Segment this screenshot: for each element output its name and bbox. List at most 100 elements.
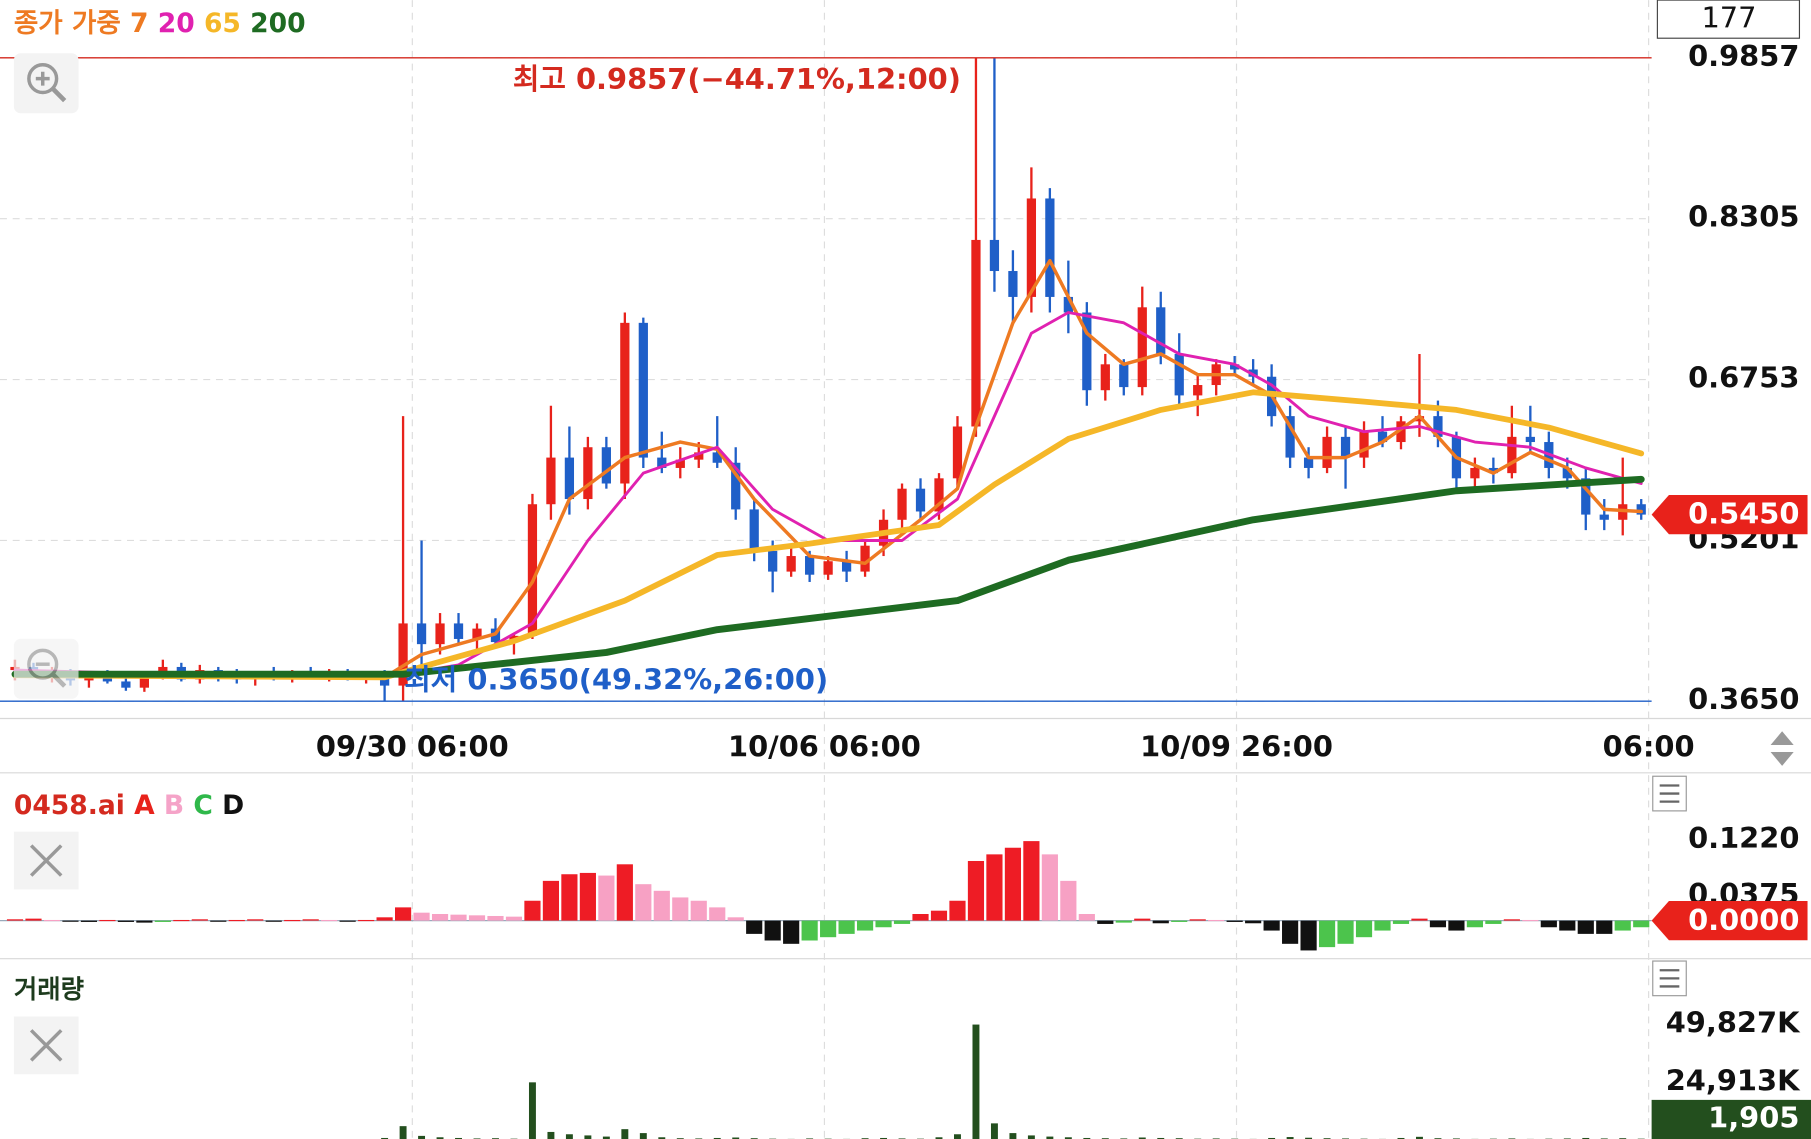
legend-item: A (134, 790, 155, 821)
histogram-bar (1263, 920, 1280, 931)
histogram-bar (1300, 920, 1317, 951)
candle-body (1525, 436, 1535, 443)
icon (29, 1029, 63, 1062)
histogram-bar (136, 920, 153, 923)
histogram-bar (1448, 920, 1465, 931)
candle-body (786, 556, 796, 572)
y-tick-label: 0.1220 (1688, 821, 1799, 855)
volume-bar (565, 1134, 573, 1139)
candle-body (1193, 385, 1203, 396)
histogram-bar (1466, 920, 1483, 928)
volume-bar (1268, 1137, 1276, 1139)
histogram-bar (191, 919, 208, 921)
candle-body (805, 556, 815, 575)
last-value-label: 1,905 (1708, 1100, 1799, 1134)
moving-average-line (12, 389, 1645, 681)
histogram-bar (1208, 919, 1225, 922)
moving-average-line (13, 311, 1643, 679)
histogram-bar (1060, 880, 1077, 921)
volume-bar (1305, 1137, 1313, 1139)
histogram-bar (579, 872, 596, 921)
histogram-bar (690, 900, 707, 921)
histogram-bar (1411, 918, 1428, 921)
histogram-bar (487, 915, 504, 921)
histogram-bar (967, 860, 985, 921)
histogram-bar (1245, 920, 1262, 924)
legend-item: 7 (130, 8, 148, 39)
candle-body (934, 478, 944, 512)
candle-body (1581, 478, 1591, 515)
icon (1659, 784, 1680, 803)
volume-bar (528, 1082, 536, 1139)
histogram-bar (228, 919, 245, 922)
legend-title: 종가 가중 (14, 8, 121, 39)
close-button[interactable] (13, 831, 79, 890)
candle-body (546, 457, 556, 505)
histogram-bar (468, 915, 486, 921)
y-tick-label: 0.3650 (1688, 682, 1799, 716)
zoom-in-button[interactable] (13, 53, 79, 114)
histogram-bar (302, 919, 319, 921)
histogram-bar (339, 920, 356, 922)
candle-body (1562, 467, 1572, 479)
candle-body (1174, 353, 1184, 396)
candle-body (989, 239, 1000, 272)
volume-bar (713, 1137, 721, 1139)
histogram-bar (1355, 920, 1373, 938)
candle-body (915, 488, 926, 512)
zoom-out-button[interactable] (13, 638, 79, 699)
close-button[interactable] (13, 1016, 79, 1075)
histogram-bar (598, 875, 615, 921)
candle-body (1008, 271, 1018, 297)
candle-body (620, 322, 630, 484)
candle-body (1396, 421, 1406, 443)
histogram-bar (117, 920, 134, 922)
histogram-bar (25, 918, 42, 921)
histogram-bar (321, 919, 338, 922)
histogram-bar (912, 913, 929, 921)
candle-body (1359, 431, 1369, 458)
candle-body (638, 322, 648, 458)
candle-body (139, 675, 149, 688)
volume-bar (1157, 1137, 1165, 1139)
candle-body (1137, 307, 1147, 388)
candle-body (121, 681, 131, 688)
x-tick-label: 09/30 06:00 (316, 730, 509, 764)
histogram-bar (1392, 920, 1410, 924)
candle-body (416, 623, 427, 645)
histogram-bar (1078, 913, 1095, 921)
histogram-bar (505, 916, 523, 921)
volume-bar (1009, 1133, 1017, 1139)
histogram-bar (450, 914, 467, 921)
volume-bar (418, 1135, 426, 1139)
histogram-bar (1023, 841, 1040, 921)
histogram-bar (783, 920, 800, 944)
histogram-bar (173, 919, 190, 922)
histogram-bar (856, 920, 874, 931)
last-value-label: 0.5450 (1688, 497, 1799, 531)
icon (29, 844, 63, 877)
menu-button[interactable] (1652, 960, 1687, 997)
icon (27, 63, 59, 95)
volume-bar (972, 1024, 980, 1139)
legend-item: C (193, 790, 212, 821)
histogram-bar (1337, 920, 1354, 944)
candle-body (1063, 296, 1073, 313)
histogram-bar (43, 919, 61, 922)
candle-body (1156, 307, 1166, 354)
scroll-button[interactable] (1770, 731, 1794, 766)
legend-item: 20 (158, 8, 195, 39)
last-value-tag (1651, 494, 1808, 535)
menu-button[interactable] (1652, 775, 1687, 812)
count-label: 177 (1701, 1, 1756, 35)
candle-body (1470, 467, 1480, 479)
histogram-bar (635, 884, 652, 921)
histogram-bar (1540, 920, 1557, 928)
histogram-bar (542, 880, 560, 921)
histogram-bar (1522, 919, 1539, 922)
candle-body (768, 550, 778, 572)
volume-bar (935, 1137, 943, 1139)
panel-title: 거래량 (14, 974, 84, 1004)
volume-bar (1046, 1136, 1054, 1139)
